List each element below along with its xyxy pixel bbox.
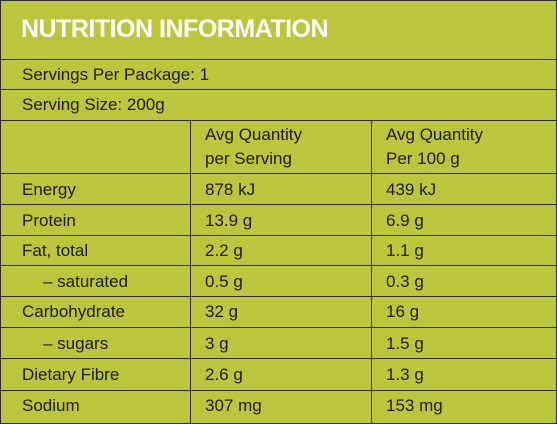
per-serving-value: 2.6 g bbox=[205, 365, 243, 384]
per-100g-value: 1.3 g bbox=[386, 365, 424, 384]
per-serving-value: 307 mg bbox=[205, 396, 262, 415]
per-100g-value: 1.5 g bbox=[386, 334, 424, 353]
per-serving-value: 2.2 g bbox=[205, 241, 243, 260]
per-100g-value: 6.9 g bbox=[386, 211, 424, 230]
column-header-row: Avg Quantity per Serving Avg Quantity Pe… bbox=[1, 121, 556, 174]
col-per-serving-header-line1: Avg Quantity bbox=[205, 125, 303, 144]
servings-per-package-row: Servings Per Package: 1 bbox=[1, 60, 556, 90]
table-row: – sugars 3 g 1.5 g bbox=[1, 328, 556, 359]
table-row: Energy 878 kJ 439 kJ bbox=[1, 174, 556, 205]
nutrient-label: – saturated bbox=[43, 272, 129, 291]
table-row: Dietary Fibre 2.6 g 1.3 g bbox=[1, 359, 556, 391]
serving-size: Serving Size: 200g bbox=[22, 95, 165, 114]
nutrient-label: Energy bbox=[22, 180, 76, 199]
per-100g-value: 153 mg bbox=[386, 396, 443, 415]
per-100g-value: 1.1 g bbox=[386, 241, 424, 260]
col-per-100g-header-line1: Avg Quantity bbox=[386, 125, 484, 144]
per-100g-value: 0.3 g bbox=[386, 272, 424, 291]
table-row: Fat, total 2.2 g 1.1 g bbox=[1, 236, 556, 266]
panel-title: NUTRITION INFORMATION bbox=[21, 15, 329, 43]
table-row: – saturated 0.5 g 0.3 g bbox=[1, 266, 556, 297]
column-divider bbox=[371, 121, 372, 423]
per-100g-value: 439 kJ bbox=[386, 180, 437, 199]
servings-per-package: Servings Per Package: 1 bbox=[22, 65, 210, 84]
nutrient-label: Carbohydrate bbox=[22, 302, 126, 321]
table-row: Sodium 307 mg 153 mg bbox=[1, 391, 556, 423]
table-row: Carbohydrate 32 g 16 g bbox=[1, 297, 556, 328]
per-100g-value: 16 g bbox=[386, 302, 420, 321]
nutrient-label: Protein bbox=[22, 211, 76, 230]
per-serving-value: 32 g bbox=[205, 302, 239, 321]
nutrient-label: – sugars bbox=[43, 334, 109, 353]
per-serving-value: 13.9 g bbox=[205, 211, 253, 230]
nutrient-label: Dietary Fibre bbox=[22, 365, 120, 384]
serving-size-row: Serving Size: 200g bbox=[1, 90, 556, 121]
col-per-serving-header-line2: per Serving bbox=[205, 149, 292, 168]
per-serving-value: 0.5 g bbox=[205, 272, 243, 291]
title-bar: NUTRITION INFORMATION bbox=[1, 1, 556, 60]
col-per-100g-header-line2: Per 100 g bbox=[386, 149, 460, 168]
table-row: Protein 13.9 g 6.9 g bbox=[1, 205, 556, 236]
nutrient-label: Sodium bbox=[22, 396, 80, 415]
nutrient-label: Fat, total bbox=[22, 241, 89, 260]
column-divider bbox=[190, 121, 191, 423]
per-serving-value: 3 g bbox=[205, 334, 229, 353]
per-serving-value: 878 kJ bbox=[205, 180, 256, 199]
